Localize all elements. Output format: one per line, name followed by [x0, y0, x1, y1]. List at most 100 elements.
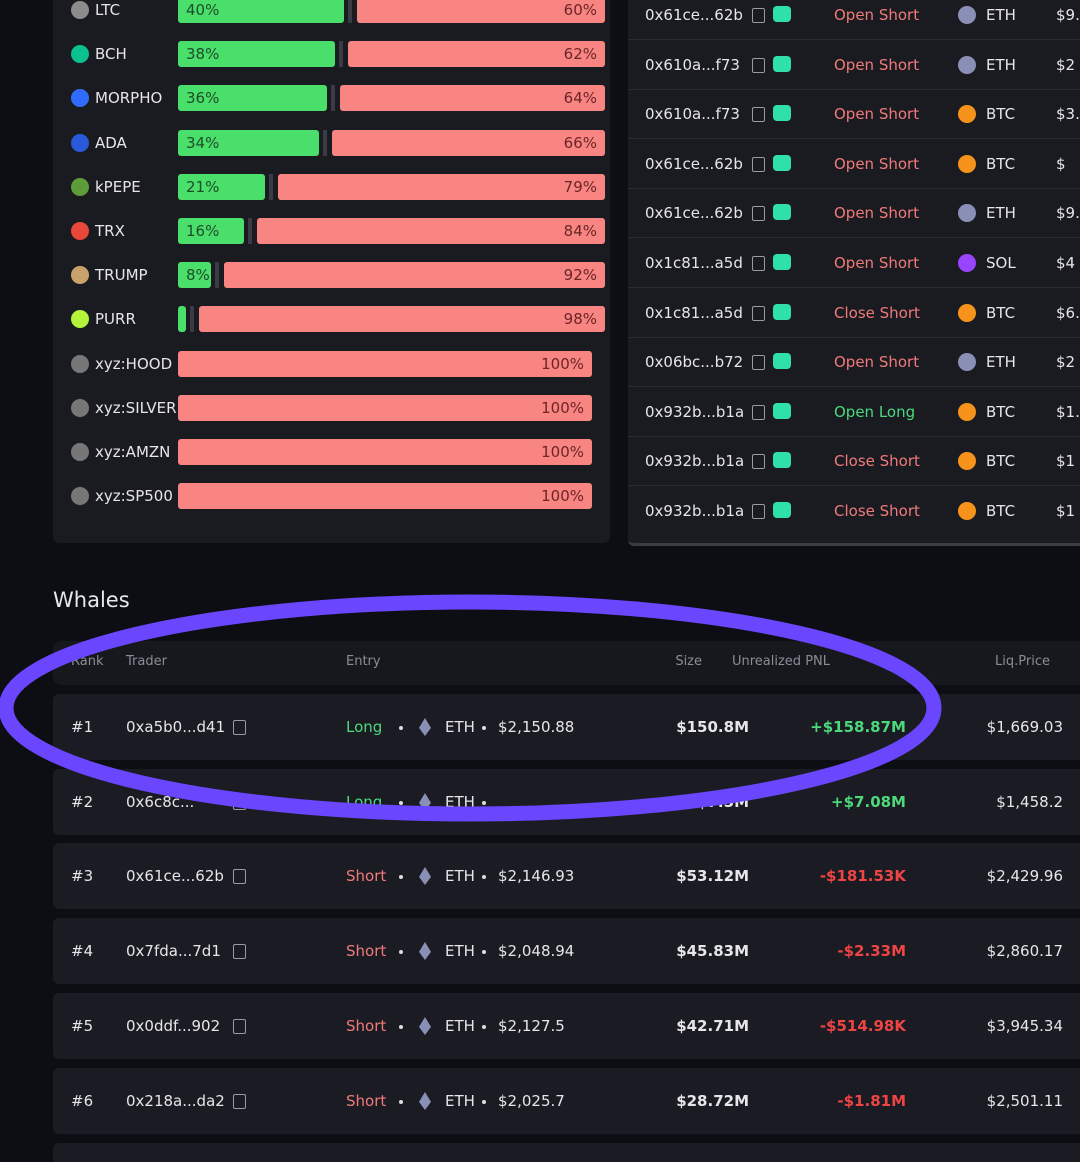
bar-divider [322, 129, 327, 156]
pnl: -$2.33M [837, 942, 906, 960]
section-title: Whales [53, 588, 130, 612]
copy-icon [233, 944, 246, 959]
copy-icon [233, 1019, 246, 1034]
trade-amount: $1 [1056, 502, 1076, 520]
trade-action: Close Short [834, 452, 920, 471]
long-bar [178, 218, 245, 244]
token-icon [71, 222, 89, 240]
token-icon [71, 266, 89, 285]
long-label: 16% [186, 222, 220, 240]
trader: 0x61ce...62b [126, 867, 224, 885]
token-icon [71, 133, 89, 152]
coin-name: ETH [986, 204, 1016, 223]
trade-amount: $3. [1056, 105, 1080, 124]
long-bar [178, 129, 319, 156]
token-name: ADA [95, 133, 127, 152]
rank: #2 [71, 793, 94, 811]
coin-name: ETH [986, 55, 1016, 74]
address: 0x1c81...a5d [645, 254, 743, 272]
entry-price: $2,025.7 [498, 1092, 565, 1110]
copy-icon [752, 8, 765, 23]
short-label: 62% [563, 45, 597, 64]
dot [482, 801, 486, 805]
token-icon [71, 177, 89, 196]
trade-amount: $9. [1056, 204, 1080, 223]
dot [482, 1025, 486, 1029]
copy-icon [752, 206, 765, 222]
trade-action: Open Short [834, 6, 920, 24]
side: Long [346, 718, 383, 736]
dot [399, 1025, 403, 1029]
coin-name: ETH [445, 1017, 475, 1035]
coin-icon [958, 254, 976, 272]
short-label: 100% [541, 354, 584, 373]
side: Short [346, 1017, 387, 1035]
pnl: -$181.53K [819, 867, 906, 885]
coin-icon [958, 204, 976, 223]
copy-icon [233, 869, 246, 884]
short-label: 60% [563, 1, 597, 19]
dot [399, 801, 403, 805]
size: $28.72M [676, 1092, 749, 1110]
column-header: Liq.Price [995, 654, 1050, 669]
pnl: -$514.98K [819, 1017, 906, 1035]
address: 0x932b...b1a [645, 502, 745, 520]
coin-name: ETH [986, 353, 1016, 372]
liq-price: $2,860.17 [986, 942, 1063, 960]
size: $53.12M [676, 867, 749, 885]
trade-amount: $2 [1056, 353, 1076, 372]
trade-action: Open Short [834, 254, 920, 272]
trade-action: Close Short [834, 502, 920, 520]
bar-divider [190, 306, 195, 333]
rank: #6 [71, 1092, 94, 1110]
copy-icon [233, 1094, 246, 1109]
rank: #1 [71, 718, 94, 736]
side: Short [346, 1092, 387, 1110]
liq-price: $2,501.11 [986, 1092, 1063, 1110]
row-divider [628, 386, 1080, 388]
row-divider [628, 237, 1080, 239]
short-bar [348, 41, 605, 68]
token-icon [71, 398, 89, 417]
long-label: 38% [186, 45, 220, 64]
coin-name: BTC [986, 303, 1016, 322]
coin-icon [958, 105, 976, 124]
short-label: 100% [541, 398, 584, 417]
token-icon [71, 310, 89, 329]
coin-name: ETH [445, 942, 475, 960]
token-name: LTC [95, 1, 121, 19]
link-icon [773, 502, 791, 518]
rank: #3 [71, 867, 94, 885]
long-bar [178, 262, 212, 289]
short-bar [224, 262, 605, 289]
link-icon [773, 402, 791, 419]
row-divider [628, 88, 1080, 90]
highlight-ellipse [0, 594, 942, 822]
short-bar [356, 0, 605, 23]
side: Short [346, 942, 387, 960]
coin-icon [958, 6, 976, 24]
row-divider [628, 435, 1080, 437]
bar-divider [347, 0, 352, 23]
long-label: 40% [186, 1, 220, 19]
dot [482, 1100, 486, 1104]
coin-name: SOL [986, 254, 1016, 272]
dot [399, 726, 403, 730]
copy-icon [752, 57, 765, 73]
address: 0x61ce...62b [645, 204, 743, 223]
token-name: xyz:SILVER [95, 398, 177, 417]
coin-icon [958, 452, 976, 471]
copy-icon [752, 256, 765, 271]
row-divider [628, 187, 1080, 189]
entry-price: $2,048.94 [498, 942, 575, 960]
token-name: kPEPE [95, 177, 141, 196]
long-bar [178, 173, 265, 200]
token-name: TRUMP [95, 266, 148, 285]
coin-name: BTC [986, 452, 1016, 471]
long-label: 34% [186, 133, 220, 152]
link-icon [773, 154, 791, 171]
long-bar [178, 0, 344, 23]
bar-divider [268, 173, 273, 200]
copy-icon [752, 504, 765, 519]
